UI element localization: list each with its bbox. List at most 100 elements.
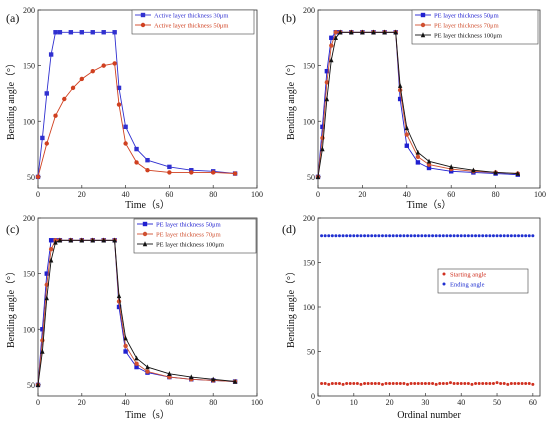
data-point [477,382,481,386]
x-tick-label: 60 [529,398,537,407]
data-point [355,382,359,386]
data-point [413,382,417,386]
panel-label: (c) [6,222,19,236]
legend-label: PE layer thickness 100μm [434,33,502,40]
data-point [116,85,122,91]
x-tick-label: 20 [386,398,394,407]
data-point [382,29,387,35]
data-point [426,162,432,167]
data-point [90,237,95,243]
data-point [531,234,535,238]
x-axis-title: Time（s） [125,199,170,211]
x-tick-label: 10 [350,398,358,407]
data-point [57,237,63,243]
data-point [232,378,238,384]
y-tick-label: 50 [27,381,35,390]
data-point [491,382,495,386]
data-point [79,76,85,82]
data-point [377,382,381,386]
data-point [517,234,521,238]
series-1 [35,30,238,180]
data-point [520,234,524,238]
data-point [373,382,377,386]
y-tick-label: 150 [303,259,315,268]
x-axis-title: Time（s） [125,409,170,421]
data-point [397,96,403,102]
data-point [481,382,485,386]
data-point [101,237,106,243]
data-point [345,382,349,386]
data-point [456,382,460,386]
data-point [384,382,388,386]
y-tick-label: 50 [27,173,35,182]
data-point [324,96,330,102]
data-point [488,382,492,386]
data-point [513,382,517,386]
data-point [167,371,172,376]
data-point [167,170,172,175]
data-point [459,234,463,238]
panel-2: 0 20 40 60 80 100 50 100 150 200 Time（s） Bending an… [282,6,546,211]
data-point [79,237,84,243]
data-point [68,237,74,243]
data-point [211,376,216,382]
x-tick-label: 100 [251,398,263,407]
data-point [359,382,363,386]
data-point [452,234,456,238]
data-point [101,63,106,68]
data-point [517,382,521,386]
data-point [406,234,410,238]
data-point [398,382,402,386]
data-point [329,43,334,48]
data-point [44,91,49,96]
data-point [395,234,399,238]
series-3 [35,237,238,388]
legend-box [411,9,539,45]
data-point [459,382,463,386]
panel-label: (b) [282,11,296,25]
legend-marker [142,221,148,227]
data-point [415,160,421,165]
legend-box [437,268,529,294]
data-point [134,361,139,366]
data-point [434,382,438,386]
data-point [57,30,63,35]
x-axis-title: Ordinal number [397,410,461,421]
data-point [323,382,327,386]
data-point [466,382,470,386]
data-point [333,35,338,41]
data-point [384,234,388,238]
x-tick-label: 50 [493,398,501,407]
legend-box [133,218,257,254]
data-point [53,113,58,118]
legend-label: PE layer thickness 70μm [156,232,221,239]
data-point [363,234,367,238]
data-point [334,382,338,386]
data-point [474,382,478,386]
data-point [68,30,74,35]
data-point [323,234,327,238]
data-point [40,348,45,354]
data-point [502,234,506,238]
data-point [373,234,377,238]
data-point [48,238,54,243]
data-point [471,167,476,173]
series-3 [315,29,520,180]
y-tick-label: 50 [307,173,315,182]
data-point [327,234,331,238]
data-point [116,304,122,310]
data-point [112,61,117,66]
series-2 [35,61,238,180]
data-point [423,234,427,238]
data-point [493,169,498,175]
data-point [415,154,421,160]
data-point [456,234,460,238]
data-point [474,234,478,238]
y-tick-label: 150 [23,270,35,279]
x-tick-label: 80 [209,190,217,199]
data-point [499,382,503,386]
data-point [506,382,510,386]
data-point [48,257,54,263]
x-tick-label: 40 [403,190,411,199]
